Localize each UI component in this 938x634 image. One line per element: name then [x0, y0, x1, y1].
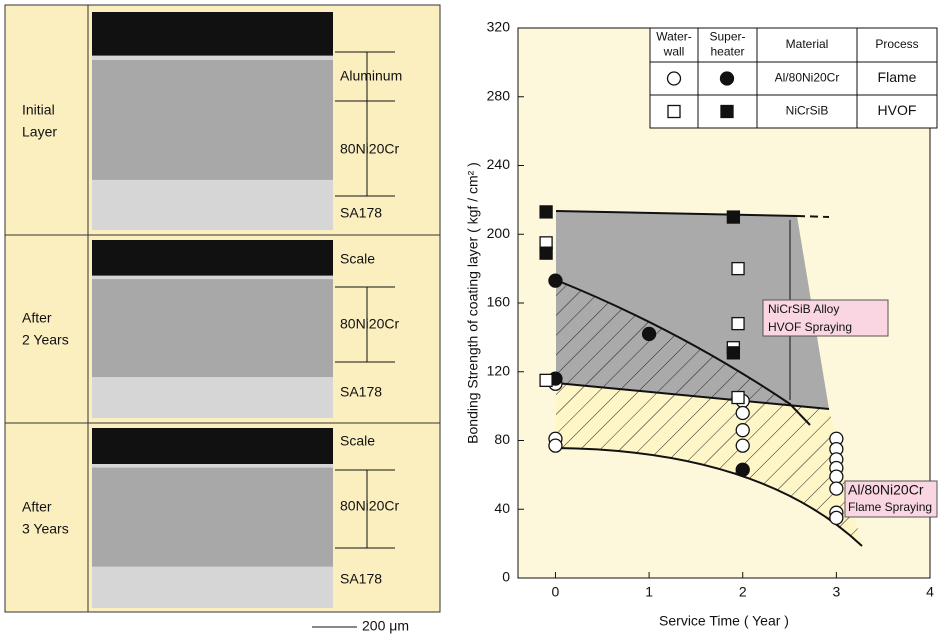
point	[539, 205, 553, 219]
legend-material: Al/80Ni20Cr	[775, 71, 840, 85]
legend-symbol	[720, 104, 734, 119]
annotation: NiCrSiB Alloy	[768, 302, 839, 316]
point	[829, 469, 844, 484]
y-tick-label: 320	[487, 19, 511, 35]
x-axis-label: Service Time ( Year )	[659, 613, 789, 629]
layer-label: 80Ni20Cr	[340, 316, 399, 332]
legend-header: Process	[875, 37, 918, 51]
y-tick-label: 80	[494, 431, 510, 447]
row-label: After	[22, 499, 52, 515]
scale-bar-label: 200 μm	[362, 618, 409, 634]
point	[735, 438, 750, 453]
micrograph-top	[92, 240, 333, 276]
row-label: Initial	[22, 102, 55, 118]
layer-label: Aluminum	[340, 68, 402, 84]
layer-label: 80Ni20Cr	[340, 498, 399, 514]
layer-label: 80Ni20Cr	[340, 141, 399, 157]
y-tick-label: 200	[487, 225, 511, 241]
trend	[555, 382, 830, 410]
point	[539, 373, 553, 387]
point	[735, 423, 750, 438]
layer-label: Scale	[340, 433, 375, 449]
layer-label: SA178	[340, 384, 382, 400]
point	[539, 246, 553, 260]
annotation-box	[844, 480, 938, 518]
y-tick-label: 120	[487, 362, 511, 378]
legend-symbol	[666, 71, 682, 86]
legend-header: wall	[663, 45, 685, 59]
row-label: 3 Years	[22, 521, 69, 537]
legend-process: Flame	[878, 69, 917, 85]
legend-header: Material	[786, 37, 829, 51]
micrograph-coating	[92, 467, 333, 567]
row-label: Layer	[22, 124, 57, 140]
x-tick-label: 1	[645, 584, 653, 600]
x-tick-label: 3	[832, 584, 840, 600]
legend-symbol	[667, 104, 681, 119]
legend-header: Water-	[656, 30, 692, 44]
point	[735, 462, 750, 477]
point	[641, 326, 657, 342]
layer-label: SA178	[340, 205, 382, 221]
annotation: Flame Spraying	[848, 500, 932, 514]
point	[548, 438, 563, 453]
legend-symbol	[719, 71, 735, 86]
point	[726, 346, 741, 360]
x-tick-label: 4	[926, 584, 934, 600]
point	[726, 210, 741, 224]
legend-material: NiCrSiB	[786, 104, 829, 118]
row-label: 2 Years	[22, 332, 69, 348]
hvof-hatch	[556, 280, 790, 404]
legend-header: heater	[710, 45, 744, 59]
y-tick-label: 160	[487, 294, 511, 310]
point	[735, 405, 750, 421]
y-tick-label: 40	[494, 500, 510, 516]
trend	[555, 210, 798, 217]
point	[731, 261, 745, 276]
trend	[555, 279, 811, 426]
x-tick-label: 0	[552, 584, 560, 600]
micrograph-top	[92, 12, 333, 56]
annotation: HVOF Spraying	[768, 320, 852, 334]
legend-header: Super-	[709, 30, 745, 44]
flame-hatch	[556, 383, 862, 546]
micrograph-coating	[92, 59, 333, 180]
micrograph-top	[92, 428, 333, 464]
trend	[796, 215, 830, 218]
point	[548, 273, 563, 288]
legend-process: HVOF	[878, 102, 917, 118]
y-axis-label: Bonding Strength of coating layer ( kgf …	[465, 162, 481, 444]
layer-label: SA178	[340, 571, 382, 587]
annotation-box	[762, 299, 889, 337]
layer-label: Scale	[340, 251, 375, 267]
point	[731, 390, 745, 405]
micrograph-coating	[92, 279, 333, 378]
y-tick-label: 0	[502, 569, 510, 585]
annotation: Al/80Ni20Cr	[848, 482, 924, 498]
y-tick-label: 280	[487, 87, 511, 103]
point	[829, 481, 844, 496]
point	[731, 316, 745, 331]
x-tick-label: 2	[739, 584, 747, 600]
y-tick-label: 240	[487, 156, 511, 172]
row-label: After	[22, 310, 52, 326]
point	[829, 510, 844, 525]
